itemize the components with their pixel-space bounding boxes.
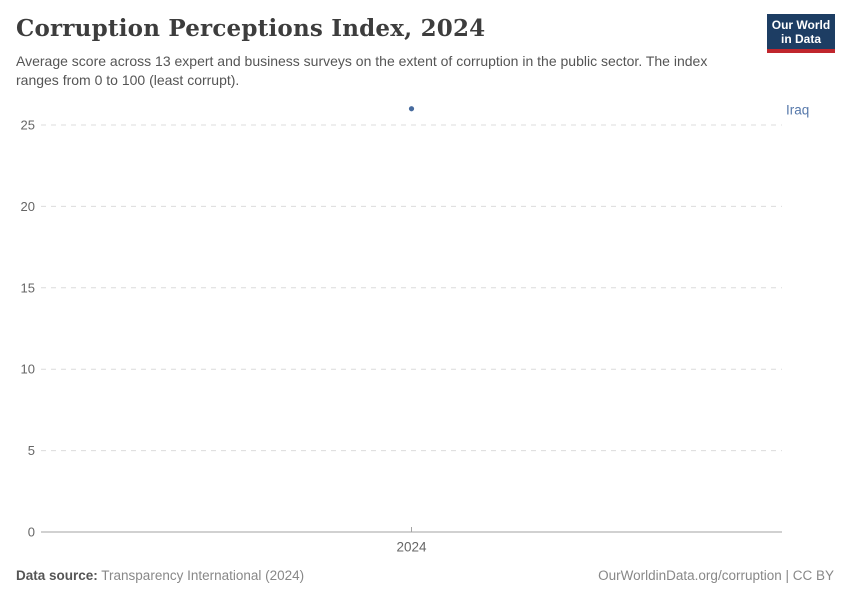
owid-logo-line1: Our World [771, 18, 831, 32]
entity-label-iraq[interactable]: Iraq [786, 103, 809, 118]
page-title: Corruption Perceptions Index, 2024 [16, 15, 486, 42]
data-source-label: Data source: [16, 568, 98, 583]
data-point-iraq[interactable] [408, 106, 415, 112]
y-tick-label-10: 10 [21, 362, 35, 377]
x-tick-label: 2024 [396, 540, 427, 555]
y-tick-label-25: 25 [21, 118, 35, 133]
chart-subtitle: Average score across 13 expert and busin… [16, 53, 708, 88]
owid-logo[interactable]: Our World in Data [767, 14, 835, 53]
credit-link[interactable]: OurWorldinData.org/corruption | CC BY [598, 568, 834, 583]
y-tick-label-0: 0 [28, 525, 35, 540]
y-tick-label-20: 20 [21, 199, 35, 214]
owid-logo-line2: in Data [780, 32, 821, 46]
data-source-value[interactable]: Transparency International (2024) [101, 568, 305, 583]
y-tick-label-15: 15 [21, 280, 35, 295]
y-tick-label-5: 5 [28, 443, 35, 458]
footer-source: Data source: Transparency International … [16, 568, 304, 583]
